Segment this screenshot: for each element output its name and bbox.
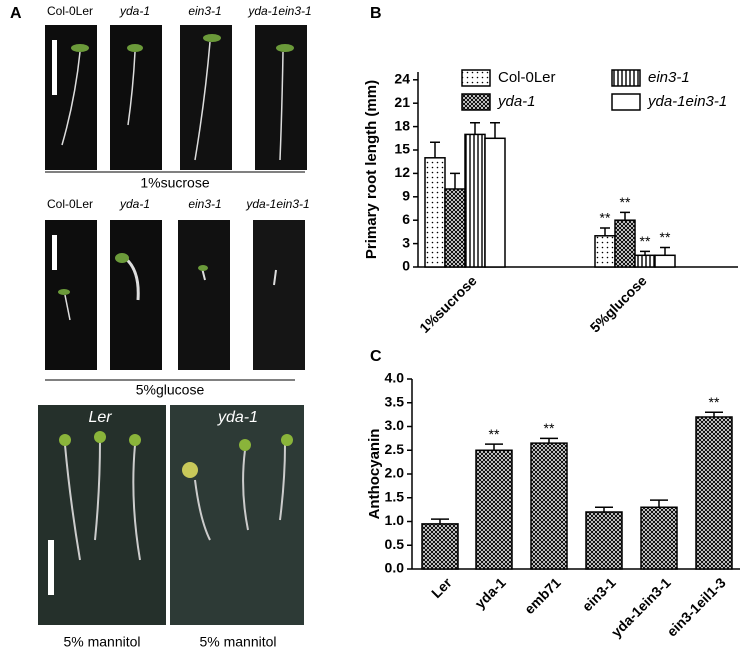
error-bar bbox=[705, 411, 723, 417]
y-tick-label: 1.5 bbox=[385, 488, 405, 504]
bar bbox=[695, 416, 733, 570]
bar bbox=[634, 254, 656, 268]
y-tick-label: 21 bbox=[394, 94, 410, 110]
condition-label: 1%sucrose bbox=[140, 175, 209, 191]
scale-bar bbox=[52, 235, 57, 270]
legend-label: Col-0Ler bbox=[498, 69, 556, 86]
genotype-label: Col-0Ler bbox=[47, 197, 93, 211]
bar bbox=[530, 442, 568, 570]
y-tick-label: 9 bbox=[402, 188, 410, 204]
x-tick-label: ein3-1eil1-3 bbox=[663, 574, 728, 639]
error-bar bbox=[470, 121, 480, 135]
error-bar bbox=[650, 499, 668, 508]
bar bbox=[585, 511, 623, 570]
bar bbox=[464, 133, 486, 268]
error-bar bbox=[430, 141, 440, 158]
bar bbox=[421, 523, 459, 570]
error-bar bbox=[431, 518, 449, 524]
x-tick-label: 5%glucose bbox=[587, 272, 650, 335]
genotype-label: yda-1ein3-1 bbox=[245, 197, 309, 211]
x-tick-label: yda-1 bbox=[472, 574, 509, 611]
y-tick-label: 24 bbox=[394, 71, 410, 87]
error-bar bbox=[600, 227, 610, 236]
significance-label: ** bbox=[600, 210, 611, 226]
error-bar bbox=[450, 172, 460, 189]
bar bbox=[640, 506, 678, 570]
genotype-label: yda-1 bbox=[119, 197, 150, 211]
error-bar bbox=[490, 121, 500, 139]
significance-label: ** bbox=[620, 194, 631, 210]
y-tick-label: 2.5 bbox=[385, 441, 405, 457]
y-tick-label: 6 bbox=[402, 211, 410, 227]
y-tick-label: 0.0 bbox=[385, 560, 405, 576]
legend-label: yda-1 bbox=[497, 93, 536, 110]
legend-swatch bbox=[611, 69, 641, 87]
y-tick-label: 3.5 bbox=[385, 393, 405, 409]
error-bar bbox=[485, 443, 503, 451]
y-axis-label: Anthocyanin bbox=[366, 429, 383, 520]
error-bar bbox=[540, 437, 558, 444]
bar bbox=[484, 137, 506, 268]
panel-label: A bbox=[10, 5, 22, 22]
y-tick-label: 2.0 bbox=[385, 465, 405, 481]
y-axis-label: Primary root length (mm) bbox=[363, 80, 380, 259]
y-tick-label: 3.0 bbox=[385, 417, 405, 433]
significance-label: ** bbox=[709, 394, 720, 410]
scale-bar bbox=[48, 540, 54, 595]
y-tick-label: 3 bbox=[402, 234, 410, 250]
scale-bar bbox=[52, 40, 57, 95]
genotype-label: yda-1 bbox=[119, 4, 150, 18]
bar bbox=[594, 235, 616, 268]
y-tick-label: 18 bbox=[394, 117, 410, 133]
panel-label: B bbox=[370, 5, 382, 22]
y-tick-label: 12 bbox=[394, 164, 410, 180]
legend-swatch bbox=[611, 93, 641, 111]
x-tick-label: Ler bbox=[428, 574, 455, 601]
y-tick-label: 1.0 bbox=[385, 512, 405, 528]
condition-label: 5% mannitol bbox=[63, 634, 140, 650]
genotype-label: yda-1ein3-1 bbox=[247, 4, 311, 18]
photo bbox=[253, 220, 305, 370]
y-tick-label: 4.0 bbox=[385, 370, 405, 386]
x-tick-label: yda-1ein3-1 bbox=[608, 574, 674, 640]
panel-label: C bbox=[370, 348, 382, 365]
error-bar bbox=[595, 506, 613, 512]
significance-label: ** bbox=[544, 420, 555, 436]
x-tick-label: emb71 bbox=[521, 574, 564, 617]
x-tick-label: ein3-1 bbox=[579, 574, 619, 614]
legend-label: ein3-1 bbox=[648, 69, 690, 86]
photo-panel: Col-0Ler yda-1 ein3-1 yda-1ein3-1 1%sucr… bbox=[38, 4, 312, 650]
error-bar bbox=[660, 246, 670, 256]
significance-label: ** bbox=[489, 426, 500, 442]
bar bbox=[444, 188, 466, 268]
photo bbox=[180, 25, 232, 170]
genotype-label: yda-1 bbox=[217, 409, 258, 426]
photo bbox=[110, 220, 162, 370]
significance-label: ** bbox=[640, 233, 651, 249]
photo bbox=[178, 220, 230, 370]
legend-swatch bbox=[461, 93, 491, 111]
legend-label: yda-1ein3-1 bbox=[647, 93, 727, 110]
error-bar bbox=[620, 211, 630, 221]
condition-label: 5% mannitol bbox=[199, 634, 276, 650]
genotype-label: Ler bbox=[88, 409, 112, 426]
bar bbox=[654, 254, 676, 268]
y-tick-label: 15 bbox=[394, 141, 410, 157]
bar bbox=[614, 219, 636, 268]
y-tick-label: 0.5 bbox=[385, 536, 405, 552]
bar bbox=[475, 449, 513, 570]
genotype-label: ein3-1 bbox=[188, 197, 221, 211]
error-bar bbox=[640, 250, 650, 256]
y-tick-label: 0 bbox=[402, 258, 410, 274]
x-tick-label: 1%sucrose bbox=[416, 272, 480, 336]
condition-label: 5%glucose bbox=[136, 382, 205, 398]
bar bbox=[424, 157, 446, 268]
legend-swatch bbox=[461, 69, 491, 87]
genotype-label: ein3-1 bbox=[188, 4, 221, 18]
genotype-label: Col-0Ler bbox=[47, 4, 93, 18]
significance-label: ** bbox=[660, 229, 671, 245]
